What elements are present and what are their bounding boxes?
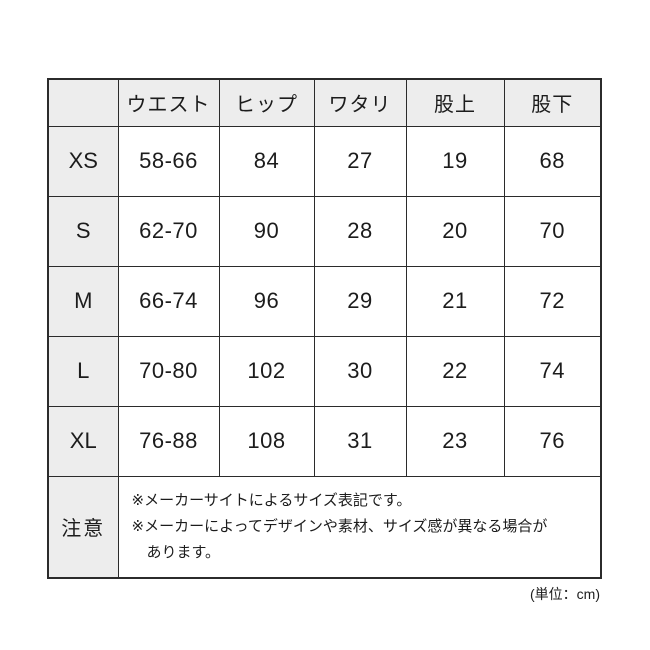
size-label: L — [47, 335, 119, 407]
size-label: XS — [47, 125, 119, 197]
column-header-waist: ウエスト — [117, 78, 220, 127]
note-line: あります。 — [146, 543, 221, 561]
measurement-value: 84 — [218, 125, 315, 197]
measurement-value: 23 — [405, 405, 505, 477]
note-row: 注意 ※メーカーサイトによるサイズ表記です。 ※メーカーによってデザインや素材、… — [47, 475, 602, 579]
size-label: XL — [47, 405, 119, 477]
measurement-value: 19 — [405, 125, 505, 197]
measurement-value: 22 — [405, 335, 505, 407]
measurement-value: 31 — [313, 405, 407, 477]
measurement-value: 76-88 — [117, 405, 220, 477]
measurement-value: 20 — [405, 195, 505, 267]
table-row-s: S 62-70 90 28 20 70 — [47, 195, 602, 267]
table-row-l: L 70-80 102 30 22 74 — [47, 335, 602, 407]
column-header-thigh: ワタリ — [313, 78, 407, 127]
unit-label: (単位：cm) — [530, 586, 600, 602]
table-row-xs: XS 58-66 84 27 19 68 — [47, 125, 602, 197]
measurement-value: 96 — [218, 265, 315, 337]
header-row: ウエスト ヒップ ワタリ 股上 股下 — [47, 78, 602, 127]
note-label: 注意 — [47, 475, 119, 579]
measurement-value: 30 — [313, 335, 407, 407]
measurement-value: 68 — [503, 125, 602, 197]
measurement-value: 102 — [218, 335, 315, 407]
measurement-value: 108 — [218, 405, 315, 477]
note-line: ※メーカーによってデザインや素材、サイズ感が異なる場合が — [131, 517, 548, 535]
size-label: S — [47, 195, 119, 267]
size-label: M — [47, 265, 119, 337]
measurement-value: 62-70 — [117, 195, 220, 267]
column-header-inseam: 股下 — [503, 78, 602, 127]
column-header-hip: ヒップ — [218, 78, 315, 127]
measurement-value: 74 — [503, 335, 602, 407]
note-line: ※メーカーサイトによるサイズ表記です。 — [131, 491, 412, 509]
measurement-value: 27 — [313, 125, 407, 197]
table-row-xl: XL 76-88 108 31 23 76 — [47, 405, 602, 477]
note-cell: ※メーカーサイトによるサイズ表記です。 ※メーカーによってデザインや素材、サイズ… — [117, 475, 602, 579]
measurement-value: 28 — [313, 195, 407, 267]
measurement-value: 58-66 — [117, 125, 220, 197]
measurement-value: 66-74 — [117, 265, 220, 337]
column-header-rise: 股上 — [405, 78, 505, 127]
measurement-value: 70 — [503, 195, 602, 267]
measurement-value: 90 — [218, 195, 315, 267]
corner-cell — [47, 78, 119, 127]
measurement-value: 29 — [313, 265, 407, 337]
measurement-value: 21 — [405, 265, 505, 337]
size-chart-table: ウエスト ヒップ ワタリ 股上 股下 XS 58-66 84 27 19 68 … — [47, 78, 602, 579]
table-row-m: M 66-74 96 29 21 72 — [47, 265, 602, 337]
measurement-value: 70-80 — [117, 335, 220, 407]
measurement-value: 72 — [503, 265, 602, 337]
measurement-value: 76 — [503, 405, 602, 477]
